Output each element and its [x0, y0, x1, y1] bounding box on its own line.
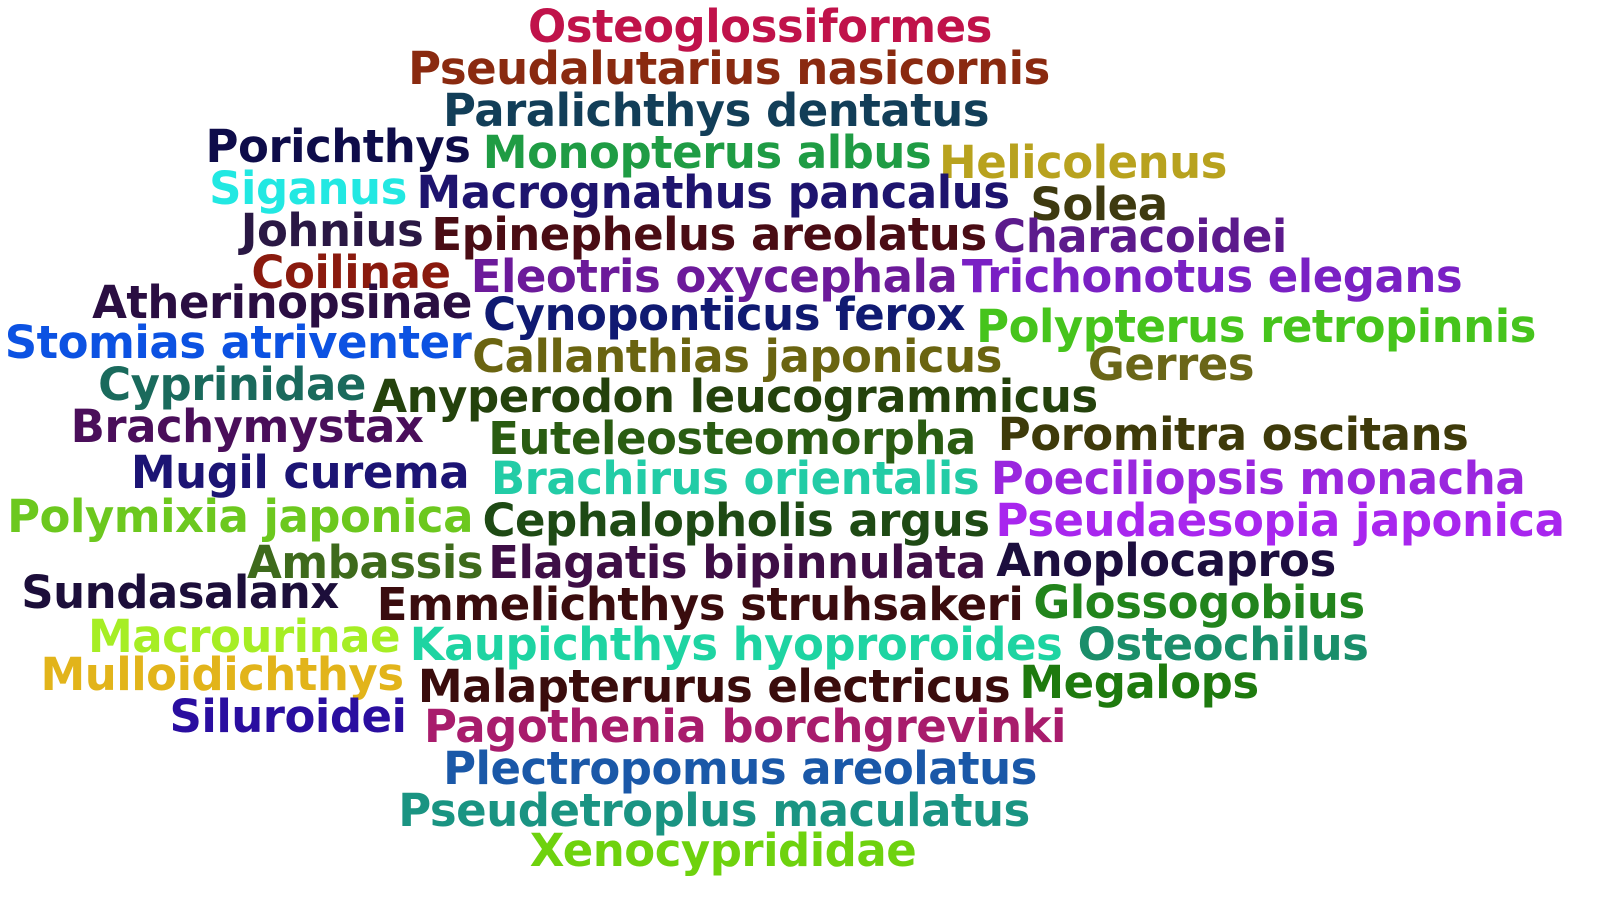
word-macrourinae: Macrourinae — [87, 610, 401, 663]
word-brachymystax: Brachymystax — [70, 400, 424, 453]
word-epinephelus-areolatus: Epinephelus areolatus — [431, 208, 987, 261]
word-euteleosteomorpha: Euteleosteomorpha — [488, 412, 976, 465]
word-ambassis: Ambassis — [246, 536, 484, 589]
word-characoidei: Characoidei — [993, 210, 1287, 263]
word-pseudaesopia-japonica: Pseudaesopia japonica — [995, 494, 1565, 547]
word-eleotris-oxycephala: Eleotris oxycephala — [470, 250, 958, 303]
word-xenocyprididae: Xenocyprididae — [529, 824, 917, 877]
word-osteochilus: Osteochilus — [1077, 618, 1369, 671]
word-monopterus-albus: Monopterus albus — [482, 126, 932, 179]
word-anyperodon-leucogrammicus: Anyperodon leucogrammicus — [372, 370, 1098, 423]
word-stomias-atriventer: Stomias atriventer — [4, 316, 472, 369]
word-plectropomus-areolatus: Plectropomus areolatus — [443, 742, 1037, 795]
word-callanthias-japonicus: Callanthias japonicus — [472, 330, 1002, 383]
word-cyprinidae: Cyprinidae — [98, 358, 366, 411]
word-siganus: Siganus — [209, 162, 407, 215]
word-cynoponticus-ferox: Cynoponticus ferox — [483, 288, 965, 341]
word-paralichthys-dentatus: Paralichthys dentatus — [442, 84, 990, 137]
word-pagothenia-borchgrevinki: Pagothenia borchgrevinki — [424, 700, 1066, 753]
word-emmelichthys-struhsakeri: Emmelichthys struhsakeri — [376, 578, 1024, 631]
word-mulloidichthys: Mulloidichthys — [40, 648, 404, 701]
word-pseudalutarius-nasicornis: Pseudalutarius nasicornis — [408, 42, 1050, 95]
word-poeciliopsis-monacha: Poeciliopsis monacha — [990, 452, 1526, 505]
word-pseudetroplus-maculatus: Pseudetroplus maculatus — [398, 784, 1030, 837]
word-sundasalanx: Sundasalanx — [21, 566, 339, 619]
word-solea: Solea — [1030, 178, 1168, 231]
word-glossogobius: Glossogobius — [1033, 576, 1365, 629]
word-malapterurus-electricus: Malapterurus electricus — [417, 660, 1011, 713]
word-coilinae: Coilinae — [251, 246, 451, 299]
word-mugil-curema: Mugil curema — [130, 446, 470, 499]
word-johnius: Johnius — [240, 204, 424, 257]
word-polymixia-japonica: Polymixia japonica — [7, 490, 473, 543]
word-trichonotus-elegans: Trichonotus elegans — [961, 250, 1463, 303]
word-osteoglossiformes: Osteoglossiformes — [528, 0, 992, 53]
word-gerres: Gerres — [1087, 338, 1255, 391]
word-poromitra-oscitans: Poromitra oscitans — [997, 408, 1469, 461]
word-porichthys: Porichthys — [205, 120, 471, 173]
word-macrognathus-pancalus: Macrognathus pancalus — [416, 166, 1010, 219]
word-anoplocapros: Anoplocapros — [996, 534, 1336, 587]
word-polypterus-retropinnis: Polypterus retropinnis — [976, 300, 1536, 353]
word-elagatis-bipinnulata: Elagatis bipinnulata — [488, 536, 986, 589]
word-brachirus-orientalis: Brachirus orientalis — [490, 452, 980, 505]
word-cephalopholis-argus: Cephalopholis argus — [482, 494, 990, 547]
word-kaupichthys-hyoproroides: Kaupichthys hyoproroides — [409, 618, 1063, 671]
word-megalops: Megalops — [1019, 656, 1259, 709]
word-helicolenus: Helicolenus — [939, 136, 1227, 189]
word-atherinopsinae: Atherinopsinae — [92, 276, 472, 329]
word-siluroidei: Siluroidei — [169, 690, 408, 743]
